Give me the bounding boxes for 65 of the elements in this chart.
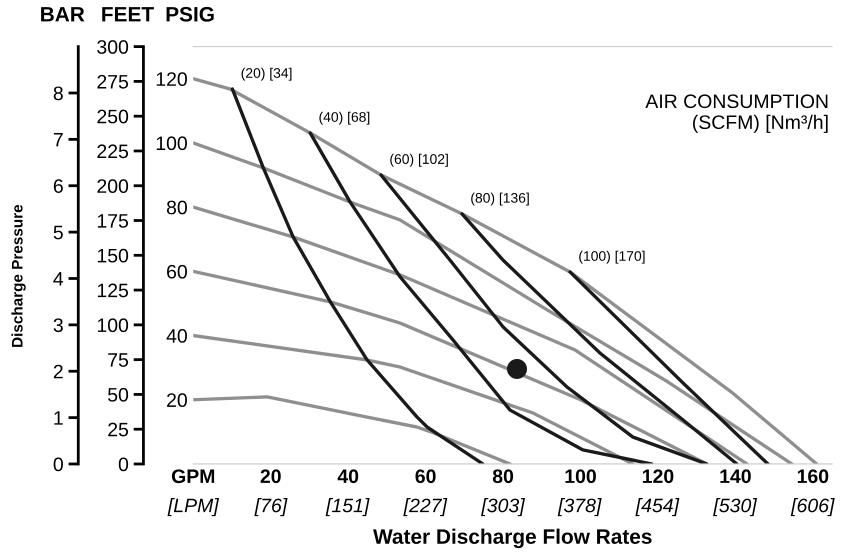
annotation: AIR CONSUMPTION (SCFM) [Nm³/h]: [645, 94, 828, 133]
text: Discharge Pressure: [11, 204, 26, 347]
y-tick-label: 80: [166, 200, 187, 214]
y2-tick-label: 150: [98, 248, 128, 263]
y3-tick-label: 3: [54, 318, 63, 332]
line-series: [379, 173, 708, 464]
line-series: [193, 270, 708, 464]
x2-tick-label: [303]: [481, 498, 526, 516]
x-tick-label: 120: [642, 469, 674, 484]
series-label: (40) [68]: [319, 112, 370, 125]
y3-tick-label: 7: [54, 133, 63, 146]
y2-tick-label: 25: [108, 422, 128, 436]
x-tick-label: 20: [260, 469, 281, 484]
y3-axis-title: BAR: [41, 7, 84, 22]
y-tick-label: 100: [156, 136, 187, 150]
y3-tick-label: 4: [53, 272, 64, 286]
series-label: (100) [170]: [579, 250, 645, 264]
x-tick-label: 160: [798, 469, 828, 484]
y2-tick-label: 125: [98, 284, 128, 298]
y2-tick-label: 75: [108, 353, 128, 367]
y2-tick-label: 250: [97, 110, 128, 124]
line-series: [460, 212, 739, 464]
line-series: [193, 395, 512, 464]
x-tick-label: GPM: [172, 469, 214, 484]
x2-tick-label: [606]: [790, 498, 835, 516]
line-series: [193, 205, 749, 464]
y2-axis-title: FEET: [102, 7, 154, 22]
y3-tick-label: 6: [54, 179, 63, 193]
y-axis-title: PSIG: [166, 6, 214, 22]
y3-tick-label: 1: [54, 411, 63, 425]
y3-tick-label: 5: [54, 226, 63, 240]
x-tick-label: 100: [566, 469, 596, 484]
y3-tick-label: 2: [54, 364, 63, 378]
y2-tick-label: 200: [97, 179, 128, 193]
x-tick-label: 40: [338, 469, 358, 484]
series-label: (80) [136]: [471, 192, 529, 206]
y2-tick-label: 225: [97, 144, 128, 158]
line-series: [193, 141, 794, 464]
y2-tick-label: 50: [108, 388, 128, 402]
y-tick-label: 20: [167, 393, 187, 408]
series-label: (20) [34]: [242, 68, 292, 81]
y2-tick-label: 275: [97, 74, 128, 89]
y3-tick-label: 8: [54, 86, 63, 100]
x-tick-label: 60: [416, 469, 436, 484]
x2-tick-label: [378]: [558, 498, 602, 516]
y2-tick-label: 100: [98, 318, 128, 332]
y2-tick-label: 0: [118, 457, 128, 472]
line-series: [193, 334, 634, 464]
x-axis-title: Water Discharge Flow Rates: [373, 528, 652, 548]
x2-tick-label: [LPM]: [168, 498, 220, 516]
x-tick-label: 140: [720, 469, 751, 484]
y2-tick-label: 175: [98, 214, 128, 228]
x-tick-label: 80: [492, 469, 514, 484]
x2-tick-label: [151]: [326, 498, 370, 516]
x2-tick-label: [227]: [403, 498, 448, 516]
series-label: (60) [102]: [390, 154, 448, 167]
y2-tick-label: 300: [97, 40, 128, 54]
y-tick-label: 120: [156, 72, 187, 86]
y3-tick-label: 0: [54, 457, 63, 472]
line-series: [308, 131, 654, 464]
y-tick-label: 40: [166, 329, 187, 343]
x2-tick-label: [76]: [254, 498, 288, 516]
x2-tick-label: [454]: [635, 498, 680, 516]
y-tick-label: 60: [167, 264, 187, 279]
x2-tick-label: [530]: [713, 498, 758, 516]
